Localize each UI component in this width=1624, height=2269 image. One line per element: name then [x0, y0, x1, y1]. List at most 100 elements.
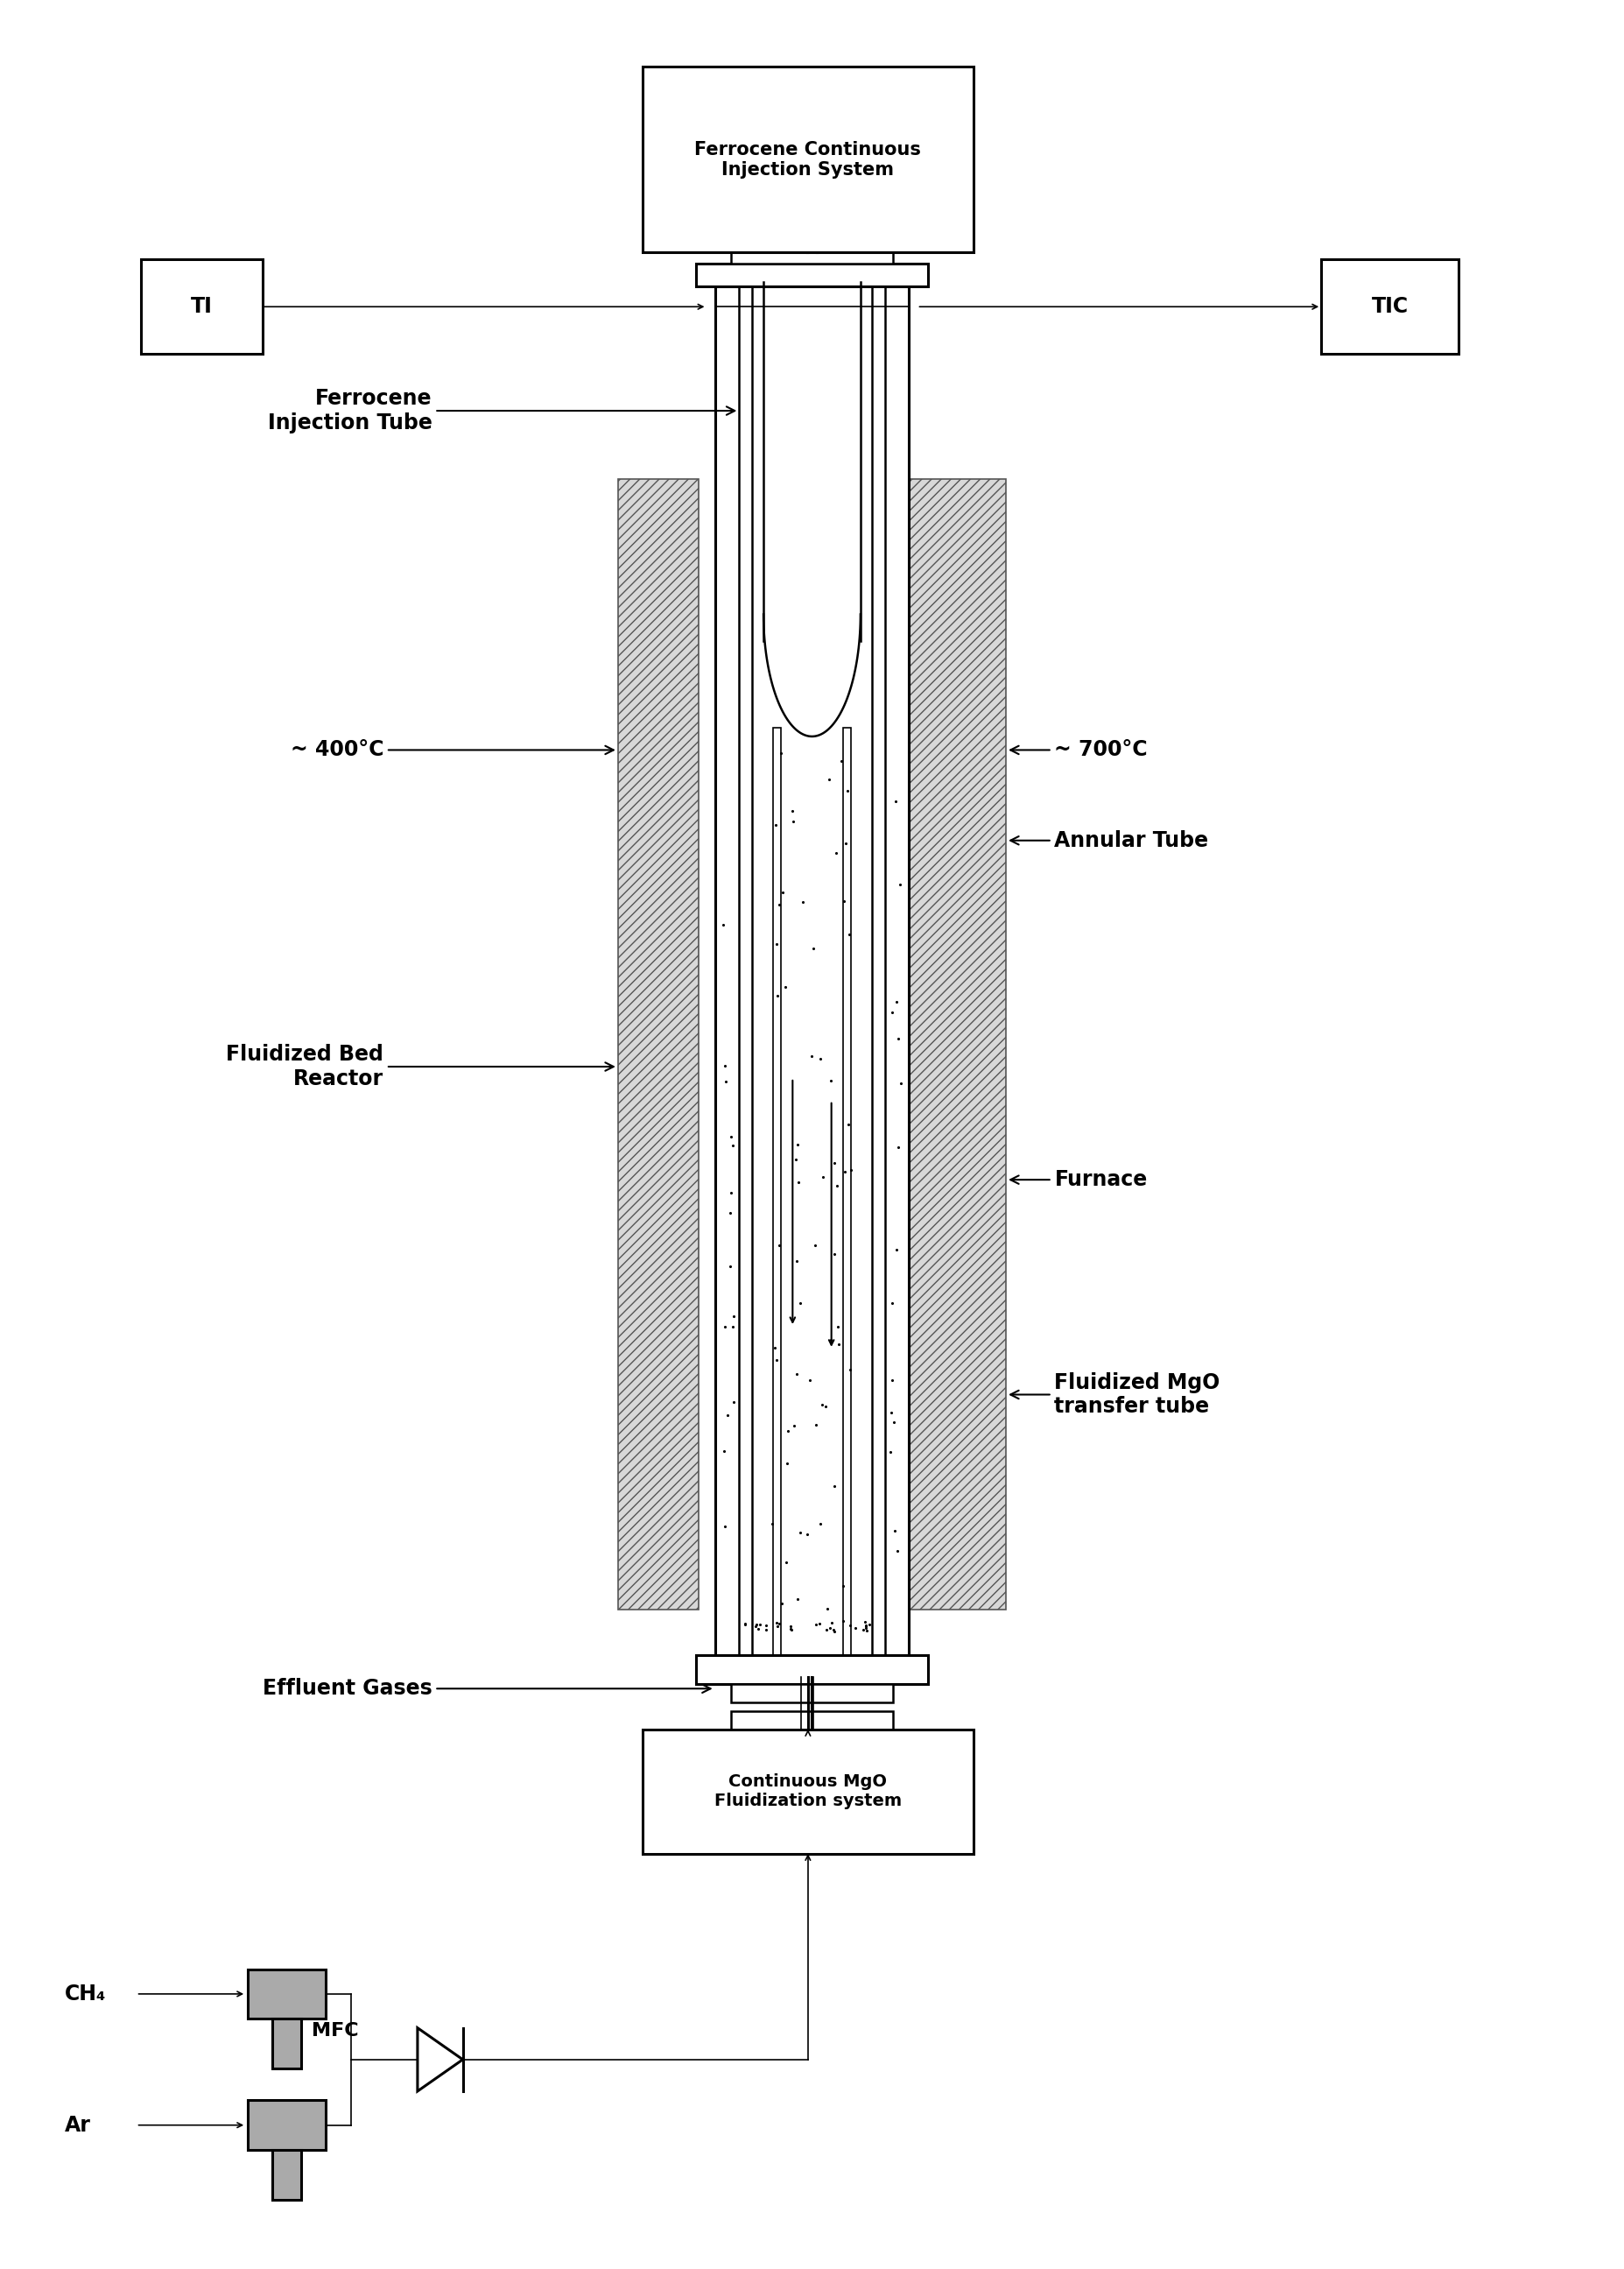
Point [825, 1309, 851, 1346]
Point [775, 1445, 801, 1482]
Point [807, 1606, 833, 1643]
Point [767, 887, 793, 923]
Point [767, 1606, 793, 1643]
Bar [695, 263, 929, 286]
Point [788, 1513, 814, 1550]
Point [754, 1611, 780, 1647]
Point [853, 1609, 879, 1645]
Point [836, 1352, 862, 1389]
Polygon shape [417, 2028, 463, 2092]
Point [797, 1361, 823, 1398]
Bar [872, 286, 885, 1654]
Point [711, 1309, 737, 1346]
Text: TI: TI [190, 297, 213, 318]
Point [781, 1407, 807, 1443]
Point [711, 1048, 737, 1085]
Point [773, 969, 799, 1005]
Bar [739, 286, 752, 1654]
Point [817, 1062, 843, 1098]
Point [802, 1606, 828, 1643]
Point [715, 1398, 741, 1434]
Point [853, 1609, 879, 1645]
Point [831, 883, 857, 919]
Point [883, 982, 909, 1019]
Point [745, 1611, 771, 1647]
Text: ~ 700°C: ~ 700°C [1010, 740, 1148, 760]
Point [716, 1193, 742, 1230]
Point [830, 1602, 856, 1638]
Point [718, 1175, 744, 1212]
Point [879, 1393, 905, 1429]
Point [857, 1606, 883, 1643]
Point [801, 930, 827, 967]
Point [831, 1155, 857, 1191]
Bar [731, 1684, 893, 1702]
Point [802, 1228, 828, 1264]
Point [879, 994, 905, 1030]
Point [802, 1407, 828, 1443]
Point [762, 805, 788, 842]
Point [770, 874, 796, 910]
Point [784, 1357, 810, 1393]
Point [758, 1507, 784, 1543]
Point [882, 1513, 908, 1550]
Point [818, 1604, 844, 1640]
Point [788, 1284, 814, 1321]
Point [747, 1606, 773, 1643]
Bar [273, 2019, 300, 2069]
Point [784, 1581, 810, 1618]
Bar [619, 479, 698, 1609]
Text: TIC: TIC [1372, 297, 1408, 318]
Bar [141, 259, 263, 354]
Point [732, 1606, 758, 1643]
Point [716, 1248, 742, 1284]
Point [883, 1232, 909, 1268]
Text: Fluidized MgO
transfer tube: Fluidized MgO transfer tube [1010, 1373, 1220, 1418]
Point [828, 744, 854, 781]
Point [823, 1166, 849, 1203]
Point [817, 1321, 843, 1357]
Point [822, 1613, 848, 1650]
Point [784, 1243, 810, 1280]
Bar [641, 1729, 974, 1854]
Point [836, 917, 862, 953]
Point [742, 1609, 768, 1645]
Point [814, 1591, 840, 1627]
Point [768, 735, 794, 771]
Point [780, 792, 806, 828]
Text: Furnace: Furnace [1010, 1169, 1148, 1191]
Point [883, 1532, 909, 1568]
Point [744, 1606, 770, 1643]
Point [833, 826, 859, 862]
Point [836, 1606, 862, 1643]
Point [822, 1144, 848, 1180]
Point [807, 1507, 833, 1543]
Text: Ferrocene
Injection Tube: Ferrocene Injection Tube [268, 388, 734, 433]
Point [754, 1606, 780, 1643]
Point [838, 1153, 864, 1189]
Point [885, 1021, 911, 1057]
Point [719, 1309, 745, 1346]
Point [784, 1125, 810, 1162]
Point [851, 1611, 877, 1647]
Point [853, 1613, 879, 1650]
Point [732, 1606, 758, 1643]
Bar [715, 286, 909, 1654]
Point [762, 1330, 788, 1366]
Point [794, 1516, 820, 1552]
Bar [773, 728, 781, 1654]
Point [814, 1611, 840, 1647]
Point [778, 1611, 804, 1647]
Point [765, 1609, 791, 1645]
Bar [695, 1654, 929, 1684]
Point [817, 1609, 843, 1645]
Point [775, 1414, 801, 1450]
Point [825, 1327, 851, 1364]
Point [807, 1041, 833, 1078]
Bar [1322, 259, 1458, 354]
Point [773, 1545, 799, 1581]
Point [721, 1384, 747, 1420]
Point [843, 1611, 869, 1647]
Point [851, 1604, 877, 1640]
Point [718, 1119, 744, 1155]
